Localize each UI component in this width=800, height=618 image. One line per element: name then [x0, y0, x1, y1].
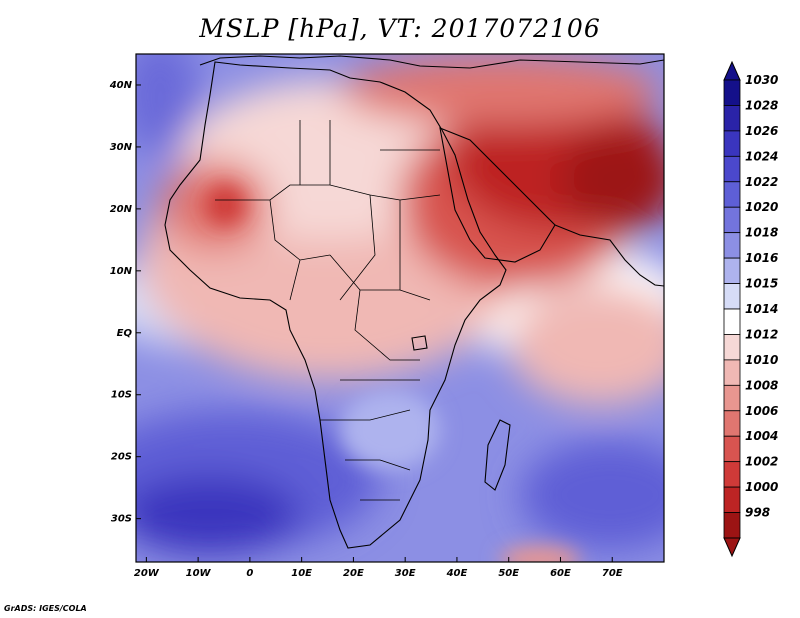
colorbar-label: 1006 [745, 404, 778, 418]
pressure-field [136, 54, 664, 562]
lake-victoria [411, 335, 428, 351]
lon-tick-label: 30E [395, 568, 416, 579]
colorbar-swatch [723, 435, 741, 463]
colorbar-label: 1018 [745, 226, 778, 240]
colorbar-label: 1014 [745, 302, 778, 316]
colorbar-swatch [723, 359, 741, 386]
lon-tick-label: 10W [186, 568, 212, 579]
colorbar-label: 1004 [745, 429, 778, 443]
europe-coastline [199, 55, 664, 69]
arabia-coastline [439, 127, 556, 263]
colorbar-swatch [723, 486, 741, 513]
lon-tick-label: 0 [246, 568, 253, 579]
colorbar-swatch [723, 410, 741, 437]
colorbar-swatch [723, 257, 741, 284]
colorbar: 1030 1028 1026 1024 1022 1020 1018 1016 1015 1014… [723, 60, 778, 558]
asia-coastline [554, 224, 664, 287]
colorbar-swatch [723, 105, 741, 132]
colorbar-label: 1015 [745, 277, 778, 291]
lon-tick-label: 20W [134, 568, 160, 579]
colorbar-swatch [723, 512, 741, 539]
colorbar-swatch [723, 79, 741, 106]
colorbar-swatch [723, 181, 741, 208]
colorbar-label: 1002 [745, 455, 778, 469]
lat-tick-label: 10N [110, 266, 133, 277]
map-frame [135, 53, 665, 563]
colorbar-max-arrow [723, 60, 741, 81]
colorbar-swatch [723, 334, 741, 361]
colorbar-swatch [723, 283, 741, 310]
colorbar-label: 1012 [745, 327, 778, 341]
colorbar-label: 1008 [745, 378, 778, 392]
colorbar-label: 1000 [745, 480, 778, 494]
lon-tick-label: 20E [343, 568, 364, 579]
coastlines [164, 55, 664, 549]
lat-tick-label: 10S [111, 390, 132, 401]
colorbar-label: 1016 [745, 251, 778, 265]
colorbar-label: 1024 [745, 149, 778, 163]
colorbar-label: 1020 [745, 200, 778, 214]
lat-tick-label: 40N [109, 80, 133, 91]
colorbar-swatch [723, 461, 741, 488]
lat-tick-label: EQ [117, 328, 133, 339]
country-borders [215, 120, 441, 501]
colorbar-swatch [723, 384, 741, 412]
colorbar-swatch [723, 206, 741, 234]
credit-label: GrADS: IGES/COLA [4, 604, 87, 613]
africa-coastline [164, 61, 507, 549]
lon-tick-label: 40E [446, 568, 468, 579]
colorbar-label: 998 [745, 506, 770, 520]
lon-tick-label: 50E [498, 568, 519, 579]
colorbar-min-arrow [723, 537, 741, 558]
lat-tick-label: 30N [110, 142, 133, 153]
colorbar-swatch [723, 232, 741, 259]
madagascar-coastline [484, 419, 511, 491]
lat-tick-label: 20N [110, 204, 133, 215]
colorbar-label: 1028 [745, 98, 778, 112]
lon-tick-label: 60E [550, 568, 571, 579]
colorbar-label: 1030 [745, 73, 778, 87]
lat-tick-label: 30S [111, 514, 132, 525]
colorbar-swatch [723, 308, 741, 335]
map-title: MSLP [hPa], VT: 2017072106 [199, 14, 601, 43]
lon-tick-label: 70E [602, 568, 623, 579]
colorbar-label: 1026 [745, 124, 778, 138]
colorbar-label: 1022 [745, 175, 778, 189]
colorbar-swatch [723, 130, 741, 157]
colorbar-label: 1010 [745, 353, 778, 367]
lat-tick-label: 20S [111, 452, 132, 463]
colorbar-swatch [723, 155, 741, 183]
lon-tick-label: 10E [291, 568, 312, 579]
axis-ticks: 20W 10W 0 10E 20E 30E 40E 50E 60E 70E 40N 30N 20N 10N… [109, 80, 623, 579]
